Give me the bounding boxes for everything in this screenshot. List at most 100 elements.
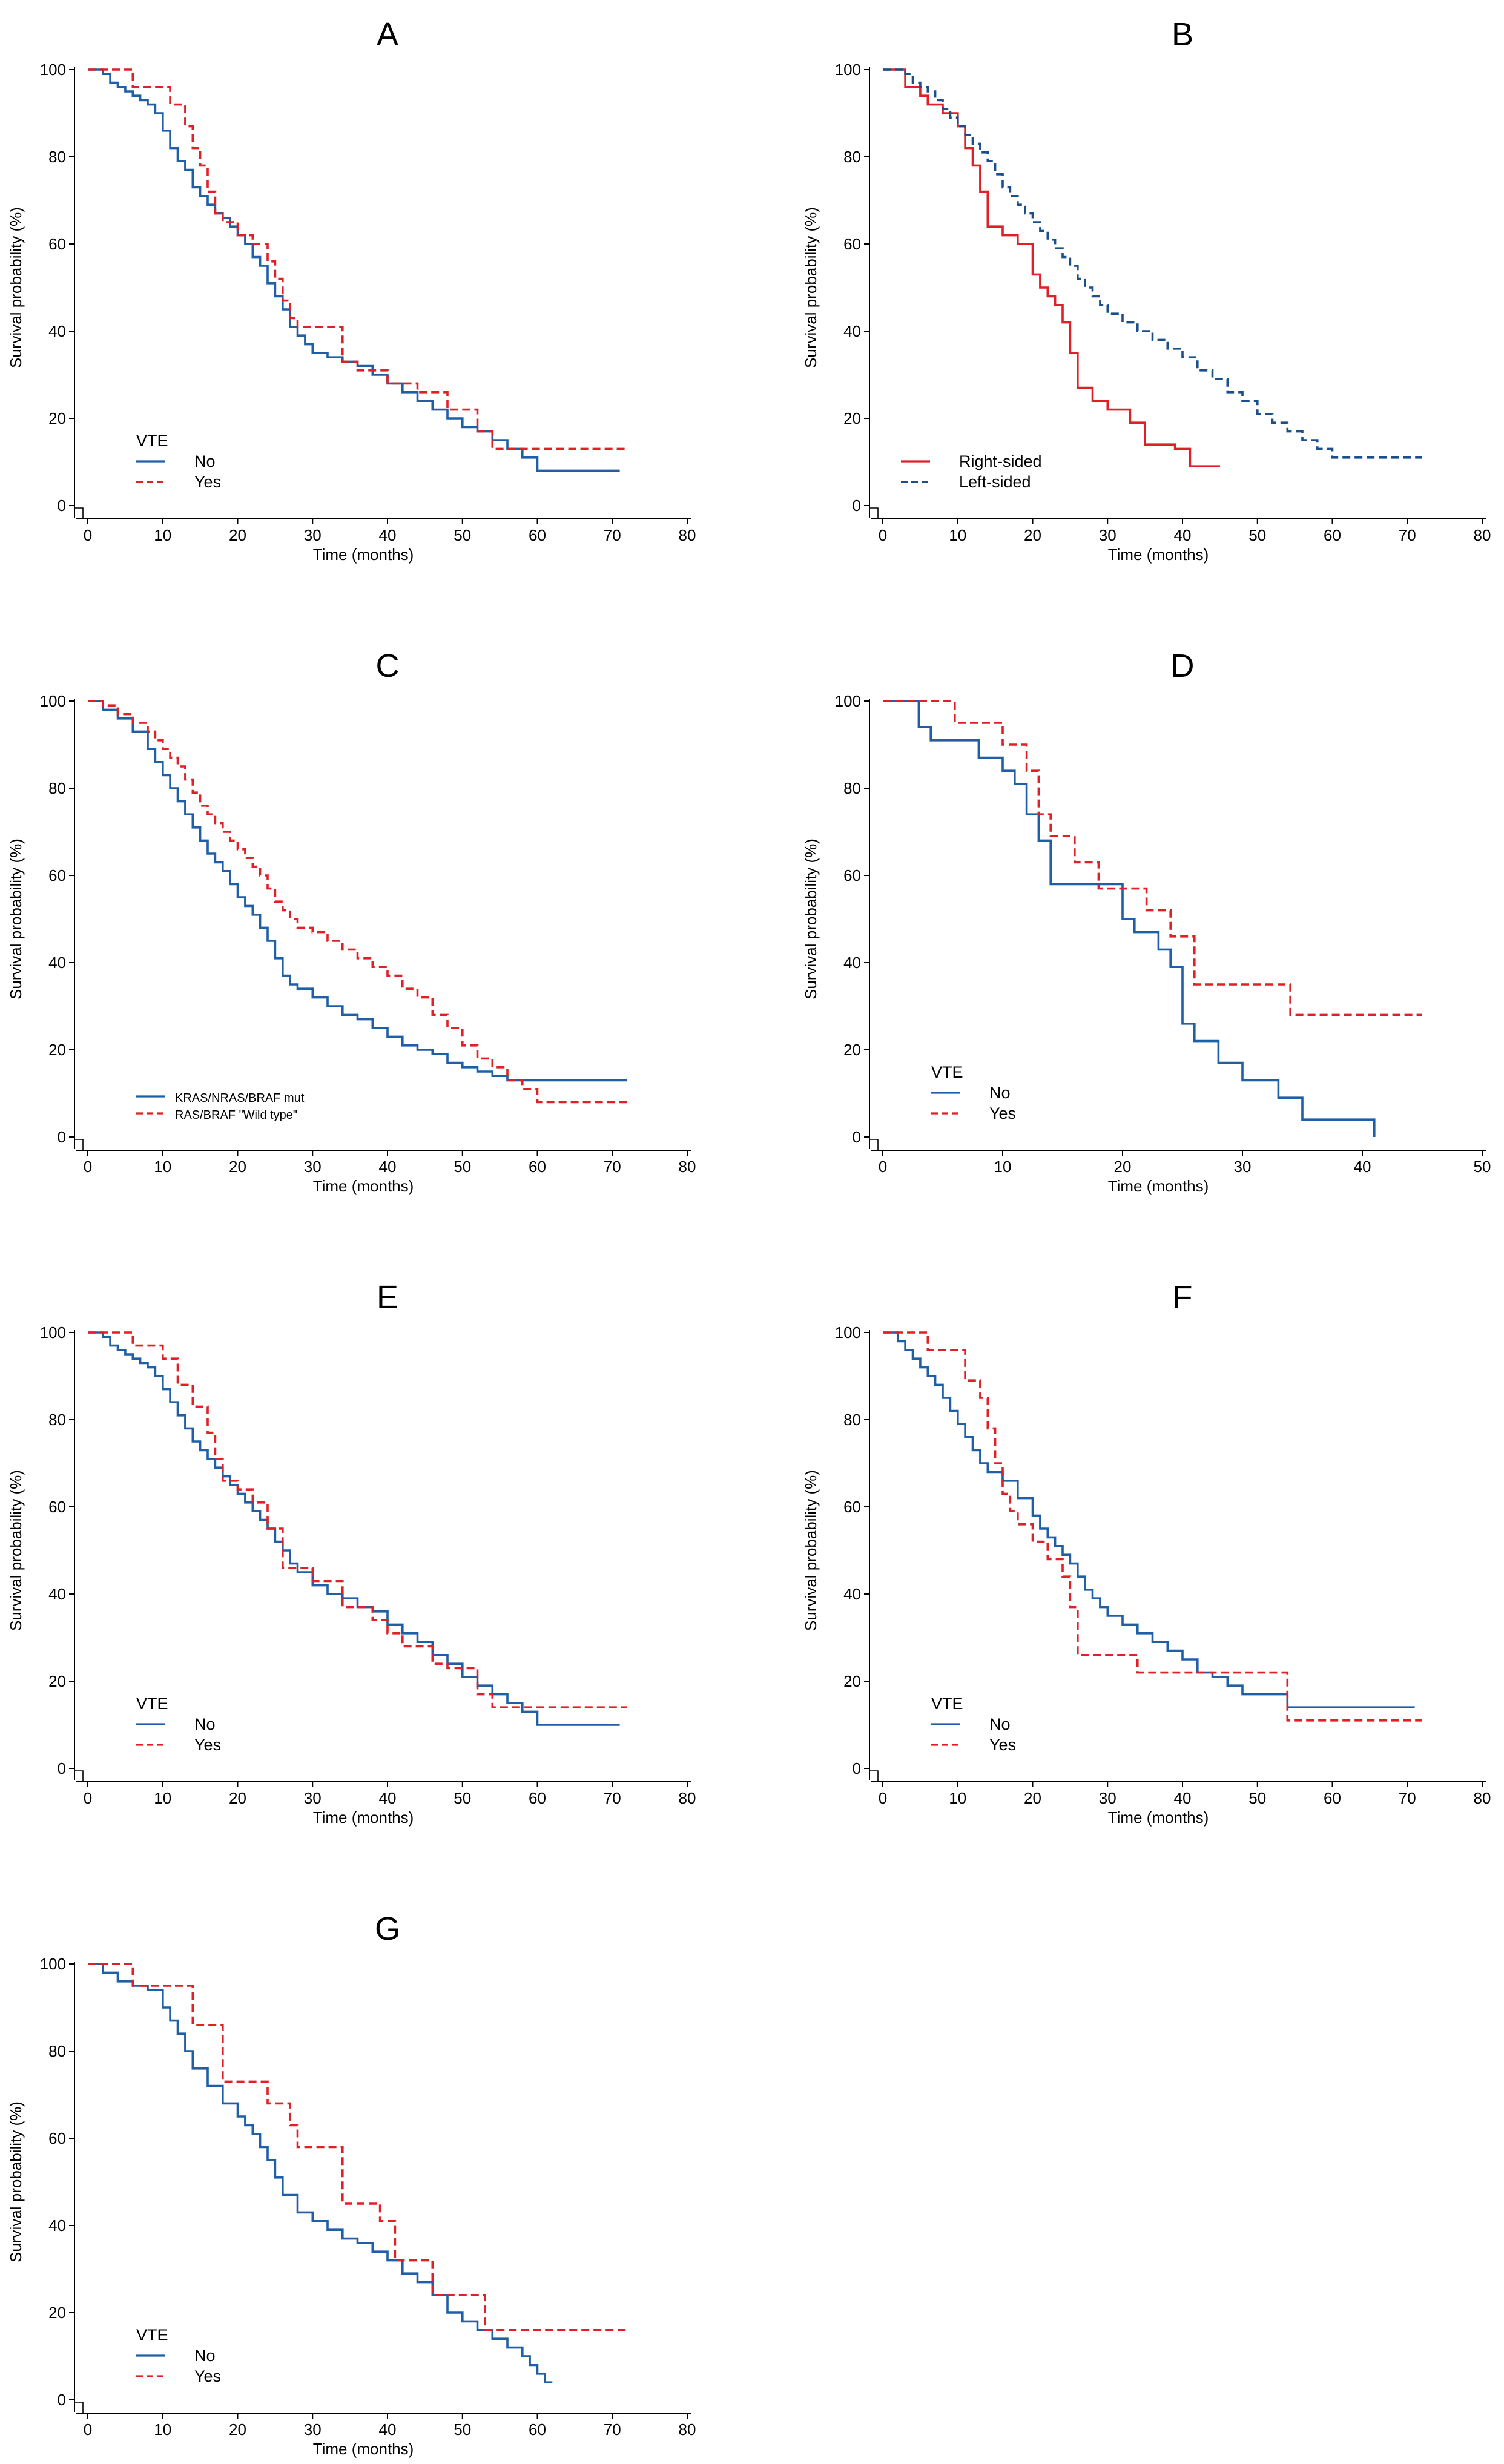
y-tick-label: 40 <box>48 2216 66 2235</box>
km-curve-yes <box>883 701 1422 1015</box>
x-axis-label: Time (months) <box>313 1808 414 1827</box>
y-tick-label: 80 <box>843 779 861 797</box>
y-tick-label: 0 <box>58 1128 66 1146</box>
y-tick-label: 100 <box>40 61 66 79</box>
km-curve-ras-braf-wild-type <box>88 701 627 1102</box>
axis-corner <box>74 1771 83 1782</box>
x-tick-label: 50 <box>454 1158 471 1176</box>
axis-corner <box>869 508 878 519</box>
y-tick-label: 20 <box>843 409 861 427</box>
x-tick-label: 80 <box>679 2420 696 2439</box>
y-axis-label: Survival probability (%) <box>7 1470 25 1631</box>
y-axis-label: Survival probability (%) <box>7 207 25 368</box>
x-tick-label: 0 <box>879 526 887 544</box>
x-tick-label: 40 <box>379 1158 397 1176</box>
x-tick-label: 0 <box>879 1158 887 1176</box>
x-tick-label: 50 <box>454 526 471 544</box>
y-tick-label: 0 <box>853 1759 861 1777</box>
x-tick-label: 30 <box>304 2420 322 2439</box>
km-curve-right-sided <box>883 70 1220 466</box>
x-tick-label: 80 <box>679 526 696 544</box>
km-figure: A0204060801000 10 20 30 40 50 60 70 80Time (mont… <box>0 0 1504 2464</box>
y-tick-label: 0 <box>853 1128 861 1146</box>
y-tick-label: 60 <box>48 2129 66 2147</box>
x-tick-label: 40 <box>379 1789 397 1807</box>
x-tick-label: 70 <box>1399 1789 1416 1807</box>
y-tick-label: 60 <box>48 866 66 884</box>
y-tick-label: 80 <box>843 1411 861 1429</box>
panel-g: G 0 20 40 60 80 100 0 10 20 30 40 50 60 70 80 Time (mont… <box>7 1911 696 2458</box>
y-tick-label: 0 <box>58 496 66 515</box>
x-tick-label: 50 <box>1248 1789 1266 1807</box>
y-axis-label: Survival probability (%) <box>802 1470 820 1631</box>
legend-label: No <box>194 2347 216 2365</box>
x-tick-label: 10 <box>949 526 966 544</box>
axis-corner <box>74 508 83 519</box>
legend-label: No <box>989 1084 1011 1102</box>
legend-title: VTE <box>931 1695 963 1713</box>
y-tick-label: 0 <box>853 496 861 515</box>
y-axis-label: Survival probability (%) <box>802 838 820 1000</box>
km-curve-no <box>88 70 620 470</box>
km-curve-no <box>88 1964 552 2382</box>
x-tick-label: 0 <box>84 526 92 544</box>
x-tick-label: 30 <box>1099 1789 1116 1807</box>
x-tick-label: 10 <box>994 1158 1012 1176</box>
y-tick-label: 80 <box>48 2042 66 2060</box>
y-tick-label: 60 <box>843 866 861 884</box>
panel-b: B 0 20 40 60 80 100 0 10 20 30 40 50 60 70 80 Time (mont… <box>802 16 1491 564</box>
legend-title: VTE <box>136 432 168 450</box>
x-tick-label: 30 <box>304 526 322 544</box>
x-tick-label: 30 <box>304 1789 322 1807</box>
legend-label: No <box>989 1715 1011 1733</box>
x-axis-label: Time (months) <box>313 545 414 564</box>
x-tick-label: 80 <box>1474 1789 1491 1807</box>
legend-title: VTE <box>136 2326 168 2344</box>
x-tick-label: 50 <box>454 1789 471 1807</box>
axis-corner <box>74 2402 83 2413</box>
legend-label: Left-sided <box>959 473 1031 491</box>
x-tick-label: 20 <box>229 1789 246 1807</box>
legend-label: KRAS/NRAS/BRAF mut <box>175 1092 305 1105</box>
x-axis-label: Time (months) <box>1108 1808 1209 1827</box>
y-tick-label: 60 <box>843 1498 861 1516</box>
x-tick-label: 60 <box>1324 526 1341 544</box>
x-tick-label: 10 <box>154 2420 171 2439</box>
y-tick-label: 40 <box>48 954 66 972</box>
legend-label: Yes <box>194 2367 221 2385</box>
x-tick-label: 40 <box>1354 1158 1371 1176</box>
x-tick-label: 0 <box>84 1789 92 1807</box>
y-axis-label: Survival probability (%) <box>7 838 25 1000</box>
x-tick-label: 30 <box>1234 1158 1252 1176</box>
panel-letter: F <box>1173 1279 1193 1316</box>
y-tick-label: 20 <box>48 2304 66 2322</box>
x-tick-label: 40 <box>1174 526 1192 544</box>
x-tick-label: 60 <box>529 1789 546 1807</box>
x-tick-label: 40 <box>379 2420 397 2439</box>
x-tick-label: 60 <box>1324 1789 1341 1807</box>
legend-label: Right-sided <box>959 452 1042 470</box>
y-tick-label: 60 <box>48 1498 66 1516</box>
x-tick-label: 80 <box>679 1789 696 1807</box>
y-axis-label: Survival probability (%) <box>802 207 820 368</box>
x-tick-label: 20 <box>1024 526 1041 544</box>
x-tick-label: 40 <box>379 526 397 544</box>
y-tick-label: 100 <box>835 1323 861 1342</box>
x-tick-label: 30 <box>1099 526 1116 544</box>
x-tick-label: 60 <box>529 1158 546 1176</box>
x-tick-label: 60 <box>529 2420 546 2439</box>
y-tick-label: 100 <box>835 692 861 710</box>
km-curve-yes <box>883 1332 1422 1721</box>
panel-f: F0204060801000 10 20 30 40 50 60 70 80Time (mont… <box>802 1279 1491 1827</box>
x-tick-label: 10 <box>949 1789 966 1807</box>
x-axis-label: Time (months) <box>1108 1177 1209 1195</box>
panel-letter: G <box>375 1911 400 1947</box>
y-tick-label: 40 <box>48 322 66 340</box>
y-tick-label: 80 <box>48 148 66 166</box>
x-tick-label: 0 <box>879 1789 887 1807</box>
y-tick-label: 60 <box>843 235 861 253</box>
x-tick-label: 20 <box>229 526 246 544</box>
x-tick-label: 0 <box>84 1158 92 1176</box>
legend-label: Yes <box>989 1736 1016 1754</box>
x-tick-label: 20 <box>229 1158 246 1176</box>
